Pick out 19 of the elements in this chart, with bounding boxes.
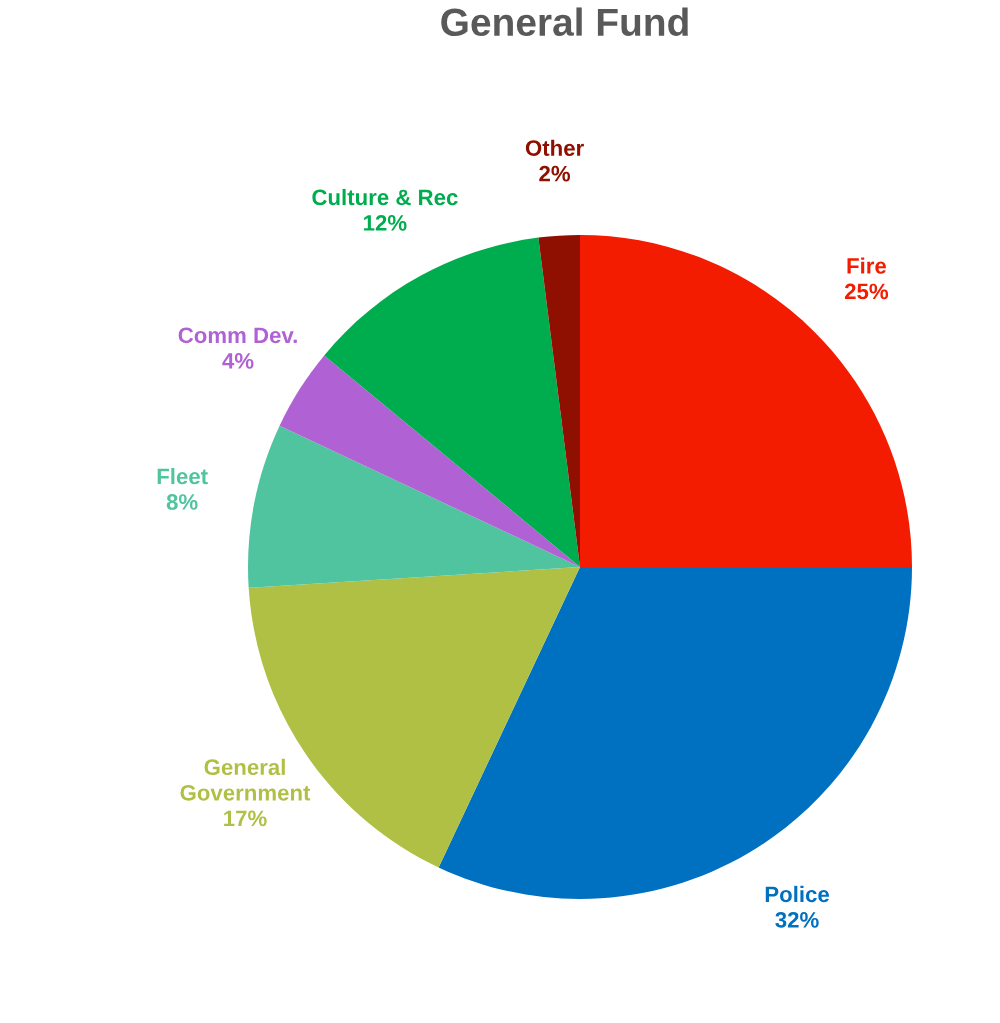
data-label: 12%	[364, 215, 407, 231]
data-label: 17%	[224, 810, 267, 827]
slice-label: Comm Dev.	[178, 327, 297, 344]
data-label: 8%	[166, 494, 198, 510]
slice-label: General Government	[180, 758, 311, 801]
pie-slice	[324, 237, 580, 567]
pie-slice	[580, 235, 912, 567]
data-label: 25%	[844, 283, 889, 300]
data-label: 4%	[222, 353, 254, 369]
slice-label: Police	[765, 885, 830, 903]
slice-label: Culture & Rec	[312, 188, 458, 206]
pie-slice	[248, 425, 580, 588]
data-label: 32%	[775, 911, 819, 928]
slice-label: Fleet	[157, 467, 208, 485]
data-label: 2%	[539, 165, 571, 182]
pie-slice	[279, 355, 580, 567]
slice-label: Fire	[847, 257, 887, 274]
slice-label: Other	[525, 139, 584, 156]
chart-title: General Fund	[441, 7, 688, 37]
